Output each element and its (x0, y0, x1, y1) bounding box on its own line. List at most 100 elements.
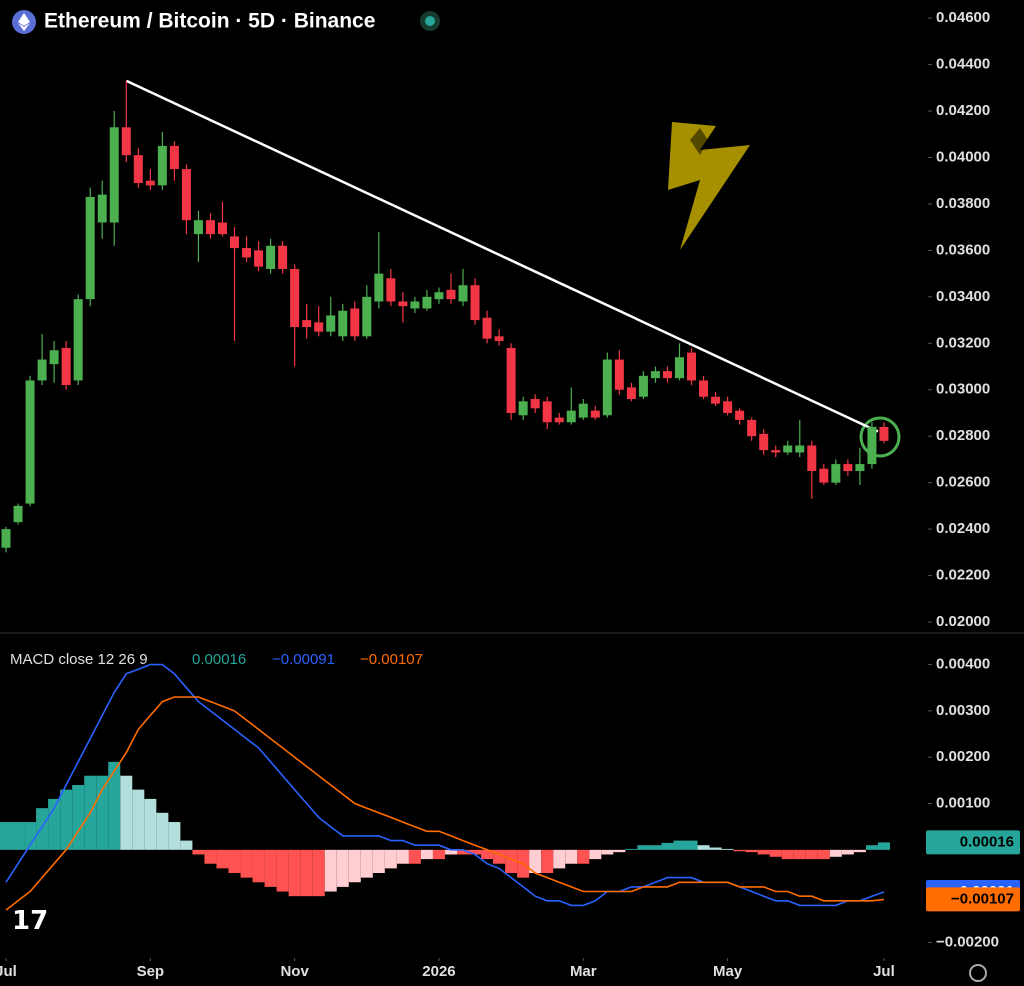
histogram-bar (132, 789, 145, 850)
histogram-bar (24, 822, 37, 850)
candle-body (687, 352, 697, 381)
histogram-bar (168, 822, 181, 850)
y-tick-label: 0.03800 (936, 195, 990, 212)
candle-body (458, 285, 468, 302)
candle-body (578, 403, 588, 418)
histogram-bar (384, 849, 397, 869)
histogram-bar (300, 849, 313, 897)
histogram-bar (457, 849, 470, 855)
y-tick-label: 0.00200 (936, 748, 990, 765)
candle-body (699, 380, 709, 397)
histogram-bar (0, 822, 13, 850)
legend-histogram: 0.00016 (192, 651, 246, 668)
candle-body (783, 445, 793, 453)
candle-body (217, 222, 227, 235)
histogram-bar (444, 849, 457, 855)
candle-body (446, 289, 456, 300)
candle-body (338, 310, 348, 337)
y-tick-label: 0.02400 (936, 520, 990, 537)
histogram-bar (781, 849, 794, 860)
candle-body (614, 359, 624, 390)
candle-body (410, 301, 420, 309)
settings-icon[interactable] (969, 964, 987, 982)
histogram-bar (841, 849, 854, 855)
histogram-bar (601, 849, 614, 855)
candle-body (326, 315, 336, 332)
last-value-badge (926, 830, 1020, 855)
histogram-bar (192, 849, 205, 855)
histogram-bar (360, 849, 373, 878)
candle-body (735, 410, 745, 420)
histogram-bar (204, 849, 217, 864)
lightning-icon (668, 122, 750, 250)
histogram-bar (685, 840, 698, 850)
histogram-bar (276, 849, 289, 892)
histogram-bar (673, 840, 686, 850)
y-tick-label: 0.03600 (936, 241, 990, 258)
trendline (125, 79, 879, 433)
candle-body (422, 296, 432, 309)
candle-body (554, 417, 564, 423)
candle-body (807, 445, 817, 472)
y-tick-label: 0.03400 (936, 288, 990, 305)
candle-body (169, 145, 179, 170)
histogram-bar (577, 849, 590, 864)
histogram-bar (805, 849, 818, 860)
candle-body (771, 450, 781, 453)
candle-body (723, 401, 733, 413)
histogram-bar (432, 849, 445, 860)
candle-body (109, 127, 119, 223)
candle-body (1, 529, 11, 548)
highlight-circle (859, 416, 901, 458)
candle-body (566, 410, 576, 423)
histogram-bar (637, 845, 650, 850)
candle-body (650, 371, 660, 379)
histogram-bar (288, 849, 301, 897)
candle-body (205, 220, 215, 235)
histogram-bar (661, 842, 674, 850)
y-tick-label: 0.02200 (936, 567, 990, 584)
candle-body (530, 399, 540, 409)
y-tick-label: 0.04600 (936, 9, 990, 26)
histogram-bar (769, 849, 782, 857)
histogram-bar (469, 849, 482, 855)
candle-body (626, 387, 636, 400)
x-tick-label: Jul (873, 963, 895, 980)
histogram-bar (72, 784, 85, 850)
candle-body (518, 401, 528, 416)
candle-body (13, 505, 23, 523)
histogram-bar (793, 849, 806, 860)
candle-body (590, 410, 600, 418)
candle-body (855, 464, 865, 472)
histogram-bar (553, 849, 566, 869)
histogram-bar (829, 849, 842, 857)
candle-body (350, 308, 360, 337)
status-dot (425, 16, 435, 26)
y-tick-label: 0.02000 (936, 613, 990, 630)
histogram-bar (12, 822, 25, 850)
candle-body (795, 445, 805, 453)
candle-body (494, 336, 504, 341)
histogram-bar (865, 845, 878, 850)
histogram-bar (336, 849, 349, 887)
histogram-bar (589, 849, 602, 860)
candle-body (602, 359, 612, 416)
indicator-title[interactable]: MACD close 12 26 9 (10, 651, 148, 668)
candle-body (133, 155, 143, 184)
histogram-bar (396, 849, 409, 864)
symbol-title[interactable]: Ethereum / Bitcoin · 5D · Binance (44, 10, 375, 33)
candle-body (145, 180, 155, 186)
y-tick-label: 0.00300 (936, 702, 990, 719)
y-tick-label: 0.00400 (936, 656, 990, 673)
y-tick-label: 0.00100 (936, 794, 990, 811)
histogram-bar (697, 845, 710, 850)
y-tick-label: 0.04200 (936, 102, 990, 119)
histogram-bar (264, 849, 277, 887)
candle-body (386, 278, 396, 302)
candle-body (759, 433, 769, 451)
candle-body (662, 371, 672, 379)
candle-body (121, 127, 131, 156)
candle-body (434, 292, 444, 300)
last-value-label: −0.00107 (951, 890, 1014, 907)
